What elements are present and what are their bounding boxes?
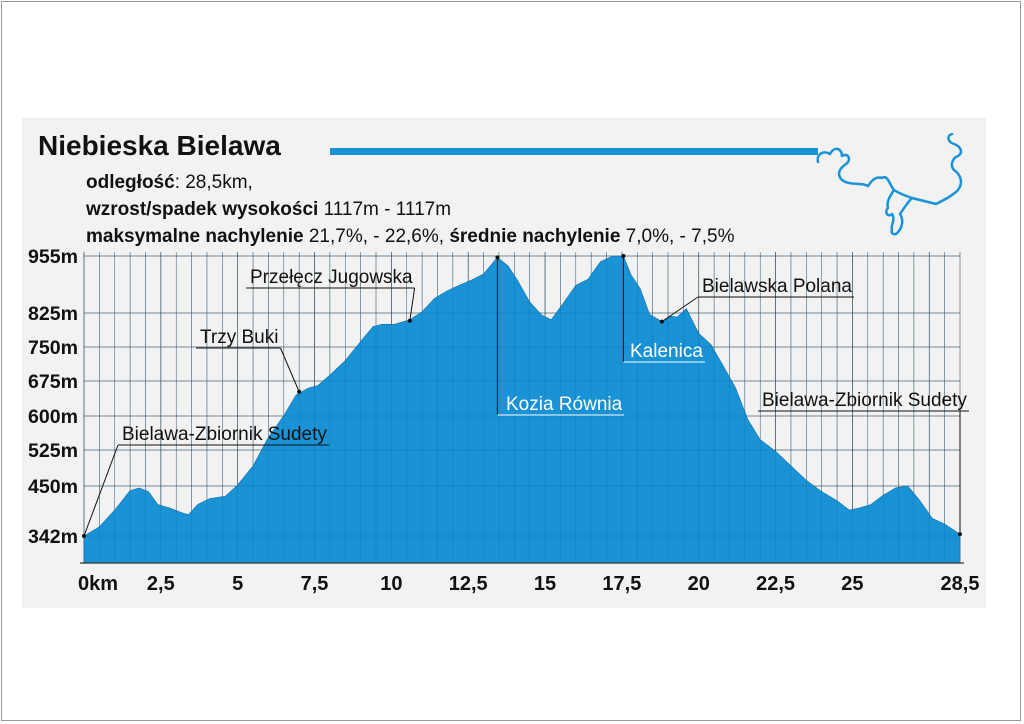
poi-point: [297, 389, 302, 394]
elevation-label: wzrost/spadek wysokości: [86, 199, 319, 220]
chart-grid-overlay: [83, 252, 961, 563]
y-tick-label: 450m: [28, 477, 78, 498]
x-tick-label: 17,5: [602, 573, 641, 595]
x-tick-label: 22,5: [756, 573, 795, 595]
distance-label: odległość: [86, 172, 175, 193]
y-tick-label: 342m: [28, 527, 78, 548]
slope-stat: maksymalne nachylenie 21,7%, - 22,6%, śr…: [86, 226, 734, 248]
poi-point: [958, 532, 962, 537]
max-slope-value: 21,7%, - 22,6%,: [303, 226, 450, 247]
poi-annotation: Trzy Buki: [196, 327, 302, 394]
x-tick-label: 28,5: [941, 573, 980, 595]
poi-annotation: Bielawska Polana: [659, 276, 854, 324]
poi-leader: [661, 296, 699, 323]
y-tick-label: 750m: [28, 338, 78, 359]
poi-point: [621, 254, 626, 258]
y-tick-label: 955m: [28, 247, 78, 268]
poi-annotation: Kalenica: [621, 254, 705, 363]
poi-point: [407, 318, 412, 323]
poi-annotation: Przełęcz Jugowska: [246, 267, 416, 323]
poi-label: Trzy Buki: [200, 327, 278, 348]
route-map-icon: [816, 132, 963, 236]
poi-point: [659, 319, 664, 324]
poi-label: Przełęcz Jugowska: [250, 267, 413, 288]
route-map-line: [816, 132, 963, 236]
poi-annotations: Bielawa-Zbiornik Sudety Trzy Buki Przełęcz…: [82, 254, 969, 538]
poi-leader: [83, 444, 119, 537]
y-axis-ticks: 955m 825m 750m 675m 600m 525m 450m 342m: [28, 247, 78, 548]
y-tick-label: 675m: [28, 372, 78, 393]
poi-label: Bielawa-Zbiornik Sudety: [762, 390, 967, 411]
y-tick-label: 525m: [28, 441, 78, 462]
poi-leader: [409, 287, 416, 321]
x-tick-label: 2,5: [147, 573, 175, 595]
avg-slope-value: 7,0%, - 7,5%: [620, 226, 735, 247]
x-tick-label: 12,5: [449, 573, 488, 595]
poi-leader: [280, 347, 300, 392]
elevation-value: 1117m - 1117m: [318, 199, 452, 220]
poi-point: [495, 255, 500, 260]
x-tick-label: 25: [841, 573, 863, 595]
distance-value: : 28,5km,: [174, 172, 253, 193]
x-tick-label: 0km: [78, 573, 118, 595]
page-title: Niebieska Bielawa: [38, 130, 281, 161]
poi-label: Bielawa-Zbiornik Sudety: [122, 424, 327, 445]
x-tick-label: 20: [688, 573, 710, 595]
x-tick-label: 7,5: [301, 573, 329, 595]
poi-label: Kalenica: [630, 341, 703, 362]
poi-point: [82, 534, 86, 538]
avg-slope-label: średnie nachylenie: [449, 226, 621, 247]
elevation-stat: wzrost/spadek wysokości 1117m - 1117m: [86, 199, 451, 221]
poi-label: Kozia Równia: [506, 394, 623, 415]
poi-label: Bielawska Polana: [702, 276, 852, 297]
distance-stat: odległość: 28,5km,: [86, 172, 253, 194]
route-color-bar: [330, 148, 818, 155]
poi-annotation: Kozia Równia: [495, 255, 625, 416]
y-tick-label: 825m: [28, 304, 78, 325]
max-slope-label: maksymalne nachylenie: [86, 226, 304, 247]
poi-annotation: Bielawa-Zbiornik Sudety: [758, 390, 969, 537]
x-tick-label: 5: [232, 573, 243, 595]
x-tick-label: 10: [380, 573, 402, 595]
poi-annotation: Bielawa-Zbiornik Sudety: [82, 424, 329, 538]
x-axis-ticks: 0km 2,5 5 7,5 10 12,5 15 17,5 20 22,5 25 28,5: [78, 573, 979, 595]
x-tick-label: 15: [534, 573, 556, 595]
y-tick-label: 600m: [28, 407, 78, 428]
